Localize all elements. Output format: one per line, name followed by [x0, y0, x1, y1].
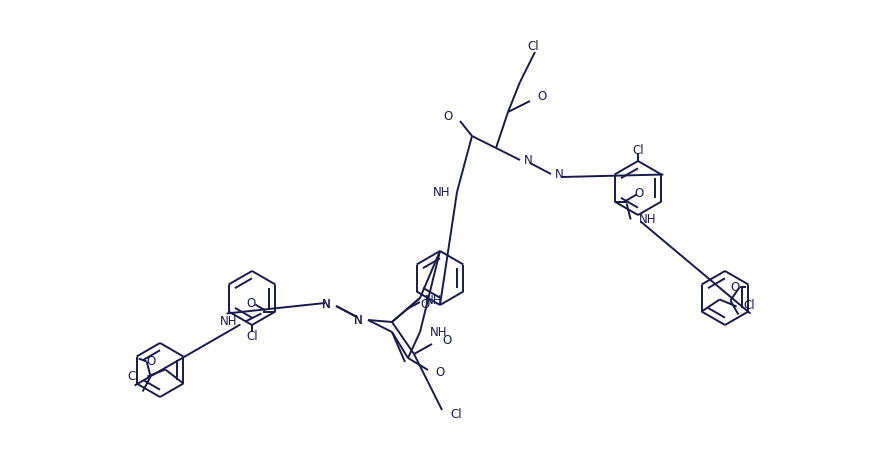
Text: NH: NH	[430, 326, 447, 338]
Text: N: N	[322, 298, 330, 311]
Text: Cl: Cl	[246, 329, 258, 343]
Text: O: O	[420, 298, 429, 310]
Text: Cl: Cl	[632, 143, 643, 157]
Text: Cl: Cl	[742, 299, 754, 312]
Text: N: N	[555, 168, 563, 180]
Text: Cl: Cl	[526, 40, 538, 53]
Text: O: O	[443, 110, 453, 123]
Text: NH: NH	[638, 213, 656, 226]
Text: O: O	[245, 297, 255, 310]
Text: O: O	[633, 187, 643, 200]
Text: O: O	[729, 281, 739, 294]
Text: Cl: Cl	[128, 370, 139, 383]
Text: N: N	[354, 314, 362, 327]
Text: N: N	[322, 298, 330, 311]
Text: N: N	[354, 314, 362, 327]
Text: NH: NH	[220, 315, 237, 328]
Text: NH: NH	[432, 186, 449, 198]
Text: Cl: Cl	[449, 407, 461, 420]
Text: O: O	[536, 90, 546, 103]
Text: O: O	[146, 355, 156, 368]
Text: NH: NH	[424, 294, 442, 307]
Text: O: O	[441, 334, 451, 347]
Text: N: N	[524, 153, 532, 167]
Text: O: O	[434, 366, 444, 378]
